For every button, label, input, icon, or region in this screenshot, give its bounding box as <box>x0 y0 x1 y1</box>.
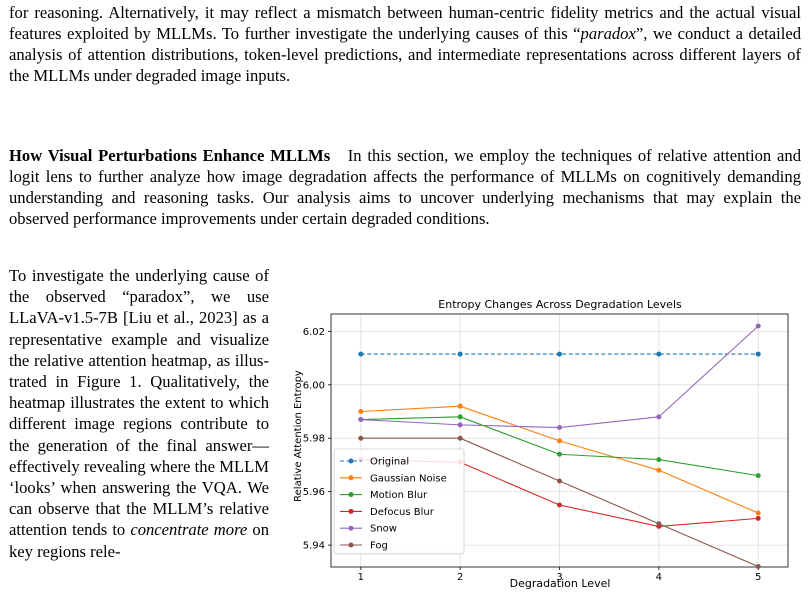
y-tick-label: 6.00 <box>303 380 325 391</box>
data-point <box>557 438 562 444</box>
legend-label: Fog <box>370 541 388 552</box>
x-tick-label: 4 <box>656 572 662 583</box>
paragraph-wrapped: To investigate the underlying cause of t… <box>9 265 269 562</box>
data-point <box>557 425 562 431</box>
data-point <box>755 323 761 329</box>
data-point <box>557 478 562 484</box>
legend-label: Defocus Blur <box>370 507 435 518</box>
paragraph-italic-term: concen­trate more <box>130 520 248 540</box>
data-point <box>755 563 761 569</box>
data-point <box>656 457 662 463</box>
data-point <box>656 351 662 357</box>
data-point <box>656 414 662 420</box>
paragraph-section: How Visual Perturbations Enhance MLLMs I… <box>9 145 801 229</box>
y-tick-label: 6.02 <box>303 327 325 338</box>
data-point <box>755 473 761 479</box>
chart-svg: 1 2 3 4 5 5.94 5.96 5.98 6.00 6.02 Original Gaussi… <box>293 298 789 590</box>
y-tick-label: 5.98 <box>303 434 325 445</box>
paragraph-text: on key regions rele- <box>9 520 269 561</box>
data-point <box>557 351 562 357</box>
y-tick-label: 5.96 <box>303 487 325 498</box>
data-point <box>358 435 364 441</box>
x-tick-label: 5 <box>755 572 761 583</box>
data-point <box>457 414 463 420</box>
x-tick-label: 3 <box>556 572 562 583</box>
data-point <box>457 422 463 428</box>
data-point <box>557 502 562 508</box>
legend-label: Snow <box>370 524 397 535</box>
data-point <box>358 409 364 415</box>
legend-label: Original <box>370 457 409 468</box>
data-point <box>656 467 662 473</box>
y-axis-label: Relative Attention Entropy <box>293 370 304 502</box>
entropy-chart: 1 2 3 4 5 5.94 5.96 5.98 6.00 6.02 Original Gaussi… <box>288 293 809 593</box>
data-point <box>755 351 761 357</box>
chart-title: Entropy Changes Across Degradation Level… <box>438 298 682 311</box>
data-point <box>755 510 761 516</box>
plot-frame <box>330 313 789 568</box>
legend-marker <box>348 508 354 514</box>
data-point <box>557 451 562 457</box>
section-heading: How Visual Perturbations Enhance MLLMs <box>9 146 331 165</box>
legend-marker <box>348 492 354 498</box>
legend-marker <box>348 525 354 531</box>
legend-box <box>333 448 465 555</box>
data-point <box>755 515 761 521</box>
paragraph-italic-term: paradox <box>580 24 636 43</box>
y-tick-label: 5.94 <box>303 541 325 552</box>
x-tick-label: 1 <box>358 572 364 583</box>
legend-label: Gaussian Noise <box>370 473 447 484</box>
data-point <box>656 521 662 527</box>
data-point <box>457 403 463 409</box>
legend-marker <box>348 458 354 464</box>
paragraph-text: ”, we conduct a detailed analysis of att… <box>9 24 801 85</box>
legend-marker <box>348 475 354 481</box>
paragraph-intro: for reasoning. Alternatively, it may ref… <box>9 2 801 86</box>
paragraph-text: In this section, we employ the technique… <box>9 146 801 228</box>
data-point <box>358 351 364 357</box>
legend-label: Motion Blur <box>370 490 428 501</box>
legend-marker <box>348 542 354 548</box>
x-axis-label: Degradation Level <box>510 577 611 590</box>
x-tick-label: 2 <box>457 572 463 583</box>
data-point <box>358 417 364 423</box>
data-point <box>457 435 463 441</box>
paragraph-text: To investigate the underlying cause of t… <box>9 266 269 540</box>
paragraph-text: for reasoning. Alternatively, it may ref… <box>9 3 801 43</box>
data-point <box>457 351 463 357</box>
